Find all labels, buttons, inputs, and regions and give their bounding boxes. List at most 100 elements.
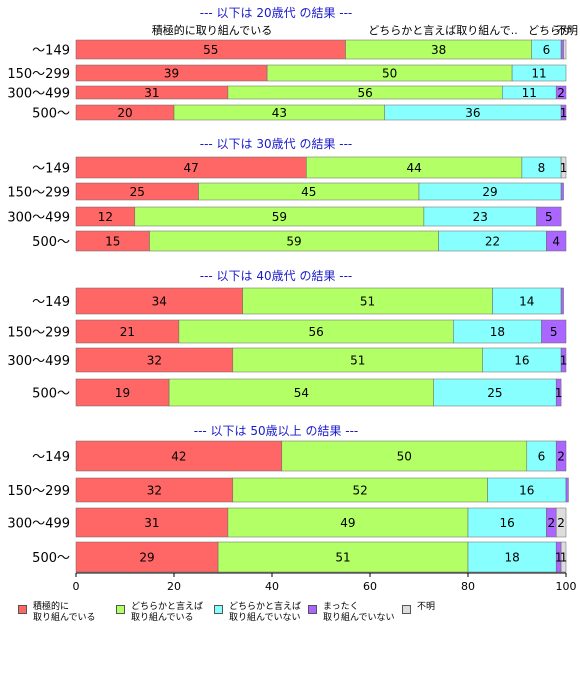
- bar-segment: [75, 440, 283, 472]
- category-label: 500～: [32, 551, 70, 566]
- bar-segment: [467, 507, 547, 538]
- data-label: 11: [531, 67, 546, 81]
- column-header: 積極的に取り組んでいる: [152, 23, 272, 37]
- panel-title: --- 以下は 20歳代 の結果 ---: [200, 6, 353, 20]
- data-label: 56: [308, 325, 323, 339]
- data-label: 16: [519, 484, 534, 498]
- legend-swatch: [214, 605, 223, 614]
- data-label: 2: [547, 516, 555, 530]
- data-label: 44: [406, 161, 421, 175]
- data-label: 31: [144, 86, 159, 100]
- data-label: 25: [130, 185, 145, 199]
- legend-item: まったく 取り組んでいない: [308, 602, 395, 624]
- legend-swatch: [116, 605, 125, 614]
- column-header: 不明: [556, 24, 578, 37]
- data-label: 16: [514, 354, 529, 368]
- bar-segment: [482, 347, 562, 373]
- data-label: 34: [152, 295, 167, 309]
- category-label: 300～499: [7, 517, 70, 532]
- bar-segment: [560, 182, 564, 201]
- data-label: 4: [552, 235, 560, 249]
- x-tick-label: 40: [265, 580, 279, 593]
- panel-title: --- 以下は 50歳以上 の結果 ---: [194, 424, 359, 438]
- bar-segment: [227, 507, 469, 538]
- data-label: 49: [340, 516, 355, 530]
- data-label: 32: [147, 484, 162, 498]
- data-label: 2: [557, 86, 565, 100]
- data-label: 21: [120, 325, 135, 339]
- bar-segment: [560, 347, 567, 373]
- data-label: 29: [482, 185, 497, 199]
- category-label: 500～: [32, 235, 70, 250]
- category-label: 500～: [32, 387, 70, 402]
- category-label: 150～299: [7, 67, 70, 82]
- data-label: 19: [115, 386, 130, 400]
- column-header: どちらか: [528, 24, 572, 37]
- data-label: 11: [522, 86, 537, 100]
- data-label: 51: [350, 354, 365, 368]
- legend-label: まったく 取り組んでいない: [323, 602, 395, 623]
- data-label: 52: [353, 484, 368, 498]
- data-label: 51: [335, 551, 350, 565]
- data-label: 32: [147, 354, 162, 368]
- legend-label: どちらかと言えば 取り組んでいる: [131, 602, 204, 623]
- bar-segment: [281, 440, 528, 472]
- category-label: ～149: [32, 44, 70, 59]
- data-label: 5: [545, 210, 553, 224]
- bar-segment: [467, 541, 557, 573]
- data-label: 56: [357, 86, 372, 100]
- data-label: 25: [487, 386, 502, 400]
- column-header: どちらかと言えば取り組んで..: [368, 24, 517, 37]
- bar-segment: [433, 378, 557, 407]
- data-label: 1: [560, 551, 568, 565]
- panel-title: --- 以下は 30歳代 の結果 ---: [200, 137, 353, 151]
- data-label: 23: [473, 210, 488, 224]
- category-label: 300～499: [7, 87, 70, 102]
- data-label: 18: [490, 325, 505, 339]
- bar-segment: [541, 319, 567, 344]
- legend-item: どちらかと言えば 取り組んでいる: [116, 602, 203, 624]
- legend-item: 積極的に 取り組んでいる: [18, 602, 96, 624]
- data-label: 2: [557, 516, 565, 530]
- bar-segment: [560, 287, 564, 315]
- legend-item: どちらかと言えば 取り組んでいない: [214, 602, 301, 624]
- bar-segment: [487, 477, 567, 503]
- bar-segment: [560, 156, 567, 179]
- bar-segment: [555, 507, 567, 538]
- bar-segment: [526, 440, 557, 472]
- data-label: 59: [286, 235, 301, 249]
- data-label: 38: [431, 43, 446, 57]
- data-label: 1: [560, 161, 568, 175]
- bar-segment: [560, 541, 567, 573]
- bar-segment: [232, 347, 483, 373]
- data-label: 15: [105, 235, 120, 249]
- data-label: 1: [560, 106, 568, 120]
- data-label: 45: [301, 185, 316, 199]
- data-label: 1: [560, 354, 568, 368]
- data-label: 31: [144, 516, 159, 530]
- data-label: 18: [504, 551, 519, 565]
- bar-segment: [555, 440, 567, 472]
- bar-segment: [555, 85, 567, 100]
- category-label: 150～299: [7, 326, 70, 341]
- data-label: 1: [555, 551, 563, 565]
- legend-swatch: [18, 605, 27, 614]
- data-label: 43: [272, 106, 287, 120]
- data-label: 2: [557, 450, 565, 464]
- data-label: 51: [360, 295, 375, 309]
- bar-segment: [217, 541, 469, 573]
- x-tick-label: 0: [73, 580, 80, 593]
- category-label: ～149: [32, 450, 70, 465]
- legend-swatch: [308, 605, 317, 614]
- bar-segment: [75, 287, 243, 315]
- category-label: 300～499: [7, 354, 70, 369]
- bar-segment: [75, 477, 234, 503]
- data-label: 6: [543, 43, 551, 57]
- data-label: 59: [272, 210, 287, 224]
- data-label: 47: [184, 161, 199, 175]
- data-label: 36: [465, 106, 480, 120]
- bar-segment: [560, 39, 564, 60]
- data-label: 42: [171, 450, 186, 464]
- data-label: 20: [117, 106, 132, 120]
